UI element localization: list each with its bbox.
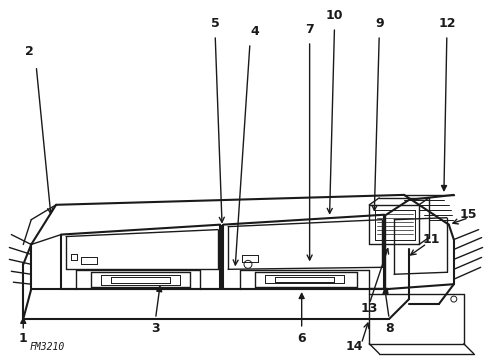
Text: 1: 1 [19, 332, 27, 345]
Text: 12: 12 [438, 17, 456, 30]
Text: 4: 4 [250, 24, 259, 38]
Text: 15: 15 [460, 208, 477, 221]
Text: 2: 2 [25, 45, 34, 58]
Text: 5: 5 [211, 17, 220, 30]
Text: 7: 7 [305, 23, 314, 36]
Text: 14: 14 [345, 340, 363, 353]
Text: 3: 3 [151, 322, 160, 336]
Text: 9: 9 [375, 17, 384, 30]
Text: FM3210: FM3210 [29, 342, 65, 352]
Text: 8: 8 [385, 322, 393, 336]
Text: 10: 10 [326, 9, 343, 22]
Text: 13: 13 [361, 302, 378, 315]
Text: 6: 6 [297, 332, 306, 345]
Text: 11: 11 [422, 233, 440, 246]
